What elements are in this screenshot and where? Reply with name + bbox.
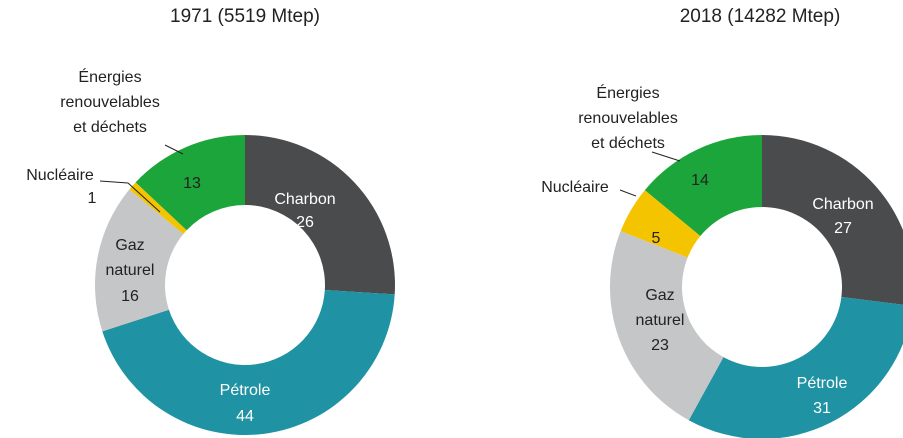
segment-value: 13: [183, 175, 201, 192]
segment-value: 23: [651, 337, 669, 354]
chart-title: 1971 (5519 Mtep): [170, 6, 320, 27]
segment-value: 26: [296, 214, 314, 231]
segment-name: Charbon: [274, 191, 336, 208]
segment-name: Charbon: [812, 196, 874, 213]
donut-segment: [129, 182, 187, 235]
segment-value: 1: [87, 190, 97, 207]
donut-segment: [620, 190, 701, 258]
leader-line: [651, 151, 681, 162]
leader-line: [99, 180, 161, 213]
donut-segment: [609, 231, 724, 421]
segment-name: Pétrole: [796, 375, 848, 392]
donut-segment: [762, 135, 903, 305]
segment-name: Gaz naturel: [105, 237, 155, 279]
donut-segment: [135, 135, 245, 231]
segment-value: 5: [651, 230, 661, 247]
donut-segment: [644, 135, 762, 237]
donut-segment: [688, 297, 903, 438]
chart-title: 2018 (14282 Mtep): [679, 6, 841, 27]
leader-line: [164, 144, 184, 155]
leader-line: [619, 189, 637, 197]
donut-segment: [245, 135, 395, 295]
segment-name: Énergies renouvelables et déchets: [60, 69, 160, 136]
segment-value: 44: [236, 408, 254, 425]
segment-value: 31: [813, 400, 831, 417]
segment-name: Nucléaire: [541, 179, 609, 196]
segment-name: Gaz naturel: [635, 287, 685, 329]
segment-value: 27: [834, 220, 852, 237]
segment-name: Pétrole: [219, 382, 271, 399]
segment-value: 14: [691, 172, 709, 189]
donut-segment: [102, 290, 395, 436]
donut-segment: [95, 189, 184, 332]
segment-name: Énergies renouvelables et déchets: [578, 85, 678, 152]
segment-name: Nucléaire: [26, 167, 94, 184]
segment-value: 16: [121, 288, 139, 305]
